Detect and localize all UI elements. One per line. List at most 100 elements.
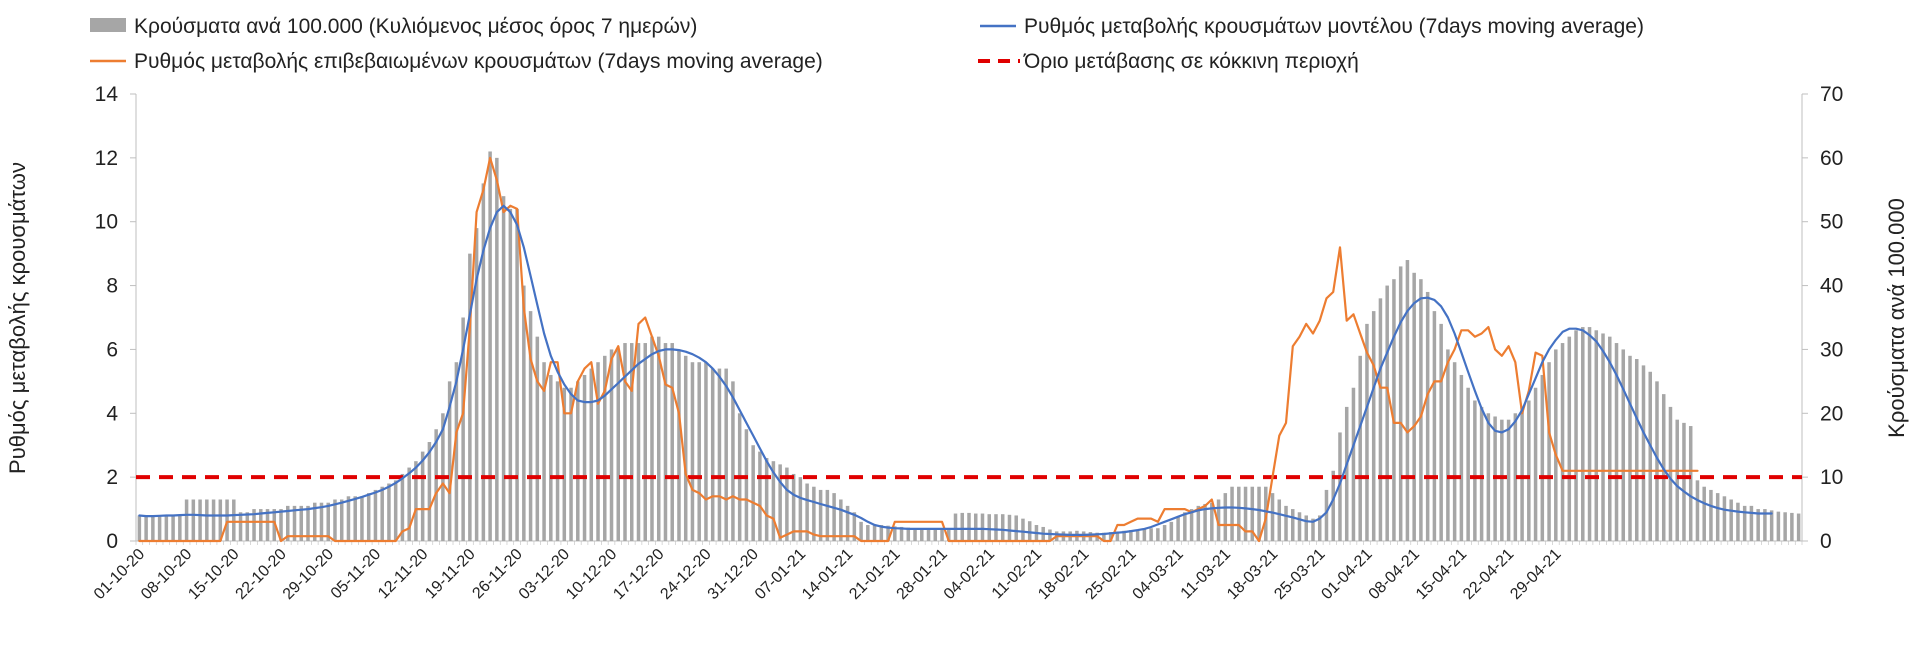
case-bar	[1648, 371, 1652, 541]
case-bar	[1432, 311, 1437, 541]
case-bar	[1412, 272, 1416, 541]
case-bar	[312, 502, 317, 541]
case-bar	[1520, 406, 1524, 541]
case-bar	[603, 355, 607, 541]
case-bar	[1021, 518, 1025, 541]
case-bar	[1614, 343, 1619, 541]
case-bar	[1587, 327, 1592, 541]
case-bar	[259, 509, 263, 541]
case-bar	[1358, 355, 1362, 541]
case-bar	[366, 493, 371, 541]
case-bar	[292, 505, 297, 541]
case-bar	[576, 381, 580, 541]
case-bar	[393, 480, 398, 541]
case-bar	[926, 528, 931, 541]
case-bar	[1142, 528, 1147, 541]
case-bar	[825, 489, 830, 541]
case-bar	[859, 521, 863, 541]
case-bar	[1756, 509, 1760, 541]
case-bar	[879, 525, 884, 541]
case-bar	[1014, 515, 1018, 541]
case-bar	[1742, 505, 1747, 541]
case-bar	[1790, 512, 1794, 541]
case-bar	[629, 343, 634, 541]
case-bar	[279, 509, 283, 541]
case-bar	[178, 515, 182, 541]
right-axis-tick-label: 0	[1820, 530, 1832, 553]
case-bar	[1270, 493, 1275, 541]
case-bar	[1675, 419, 1679, 541]
right-axis-tick-label: 70	[1820, 83, 1843, 106]
case-bar	[791, 473, 796, 541]
case-bar	[589, 368, 594, 541]
right-axis-title: Κρούσματα ανά 100.000	[1884, 198, 1909, 438]
left-axis-tick-label: 4	[106, 402, 118, 425]
case-bar	[866, 525, 870, 541]
case-bar	[1540, 374, 1545, 541]
legend-swatch-bar	[90, 18, 126, 32]
case-bar	[623, 343, 627, 541]
case-bar	[697, 362, 701, 541]
left-axis-tick-label: 8	[106, 275, 118, 298]
case-bar	[1000, 514, 1005, 541]
case-bar	[1129, 530, 1133, 541]
case-bar	[1621, 349, 1626, 541]
case-bar	[1162, 525, 1167, 541]
case-bar	[286, 505, 290, 541]
case-bar	[319, 502, 324, 541]
case-bar	[818, 489, 823, 541]
case-bar	[980, 513, 985, 541]
case-bar	[380, 486, 384, 541]
case-bar	[1506, 419, 1511, 541]
left-axis-tick-label: 0	[106, 530, 118, 553]
case-bar	[1297, 512, 1302, 541]
case-bar	[1628, 355, 1632, 541]
case-bar	[1344, 406, 1349, 541]
case-bar	[1371, 311, 1376, 541]
case-bar	[218, 499, 223, 541]
case-bar	[542, 362, 546, 541]
case-bar	[1405, 260, 1410, 541]
case-bar	[650, 336, 654, 541]
case-bar	[1763, 509, 1767, 541]
case-bar	[245, 512, 250, 541]
case-bar	[1385, 285, 1389, 541]
case-bar	[1446, 349, 1450, 541]
case-bar	[1223, 493, 1228, 541]
case-bar	[144, 515, 148, 541]
case-bar	[805, 483, 809, 541]
case-bar	[967, 512, 971, 541]
case-bar	[474, 228, 479, 541]
case-bar	[1668, 406, 1673, 541]
case-bar	[1398, 266, 1403, 541]
right-axis-tick-label: 50	[1820, 211, 1843, 234]
case-bar	[198, 499, 202, 541]
case-bar	[744, 429, 749, 541]
case-bar	[232, 499, 236, 541]
case-bar	[710, 368, 715, 541]
case-bar	[1156, 528, 1160, 541]
case-bar	[960, 512, 965, 541]
right-axis-tick-label: 10	[1820, 466, 1843, 489]
case-bar	[373, 489, 378, 541]
left-axis-title: Ρυθμός μεταβολής κρουσμάτων	[5, 162, 30, 474]
case-bar	[1149, 528, 1153, 541]
case-bar	[1230, 486, 1234, 541]
legend: Κρούσματα ανά 100.000 (Κυλιόμενος μέσος …	[90, 15, 1644, 73]
case-bar	[1560, 343, 1565, 541]
case-bar	[1203, 503, 1207, 541]
case-bar	[1027, 521, 1032, 541]
case-bar	[1176, 516, 1180, 541]
case-bar	[515, 208, 519, 541]
case-bar	[1338, 432, 1342, 541]
case-bar	[1331, 470, 1335, 541]
case-bar	[211, 499, 216, 541]
legend-label: Ρυθμός μεταβολής κρουσμάτων μοντέλου (7d…	[1024, 15, 1644, 38]
case-bar	[1351, 387, 1356, 541]
case-bar	[1108, 532, 1113, 541]
case-bar	[555, 381, 560, 541]
case-bar	[771, 461, 776, 541]
